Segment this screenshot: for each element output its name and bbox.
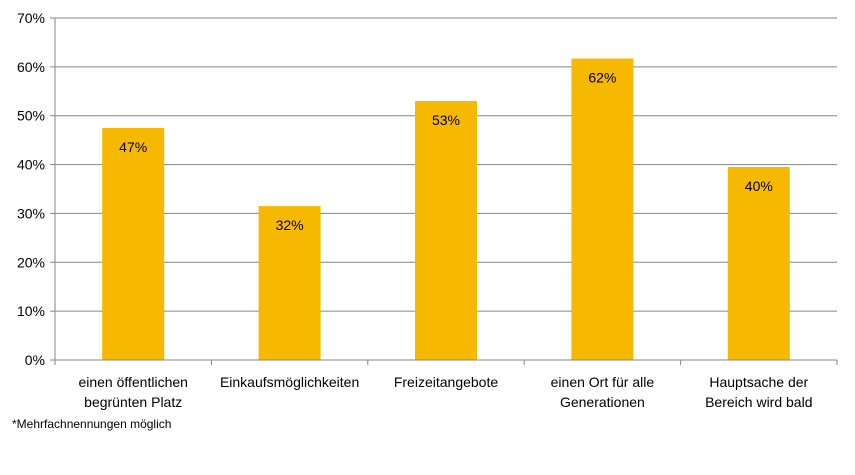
y-tick-label: 30% — [17, 205, 45, 221]
chart-canvas: 0% 10% 20% 30% 40% 50% 60% 70% 47% einen öffentli… — [17, 10, 838, 415]
x-category-label: begrünten Platz — [84, 394, 182, 410]
bar — [727, 167, 790, 360]
bar — [415, 101, 477, 361]
x-category-label: Bereich wird bald — [705, 394, 812, 410]
bar — [102, 127, 165, 360]
x-category-label: Einkaufsmöglichkeiten — [220, 374, 359, 390]
x-category-label: Hauptsache der — [709, 374, 808, 390]
x-category-label: Generationen — [560, 394, 645, 410]
y-tick-label: 40% — [17, 157, 45, 173]
y-tick-label: 50% — [17, 108, 45, 124]
data-label: 53% — [432, 112, 460, 128]
x-category-label: einen Ort für alle — [551, 374, 655, 390]
y-tick-label: 70% — [17, 10, 45, 26]
bar-layer — [102, 58, 790, 361]
axis-layer — [50, 17, 838, 365]
bar — [571, 58, 634, 361]
data-label: 32% — [276, 217, 304, 233]
data-label: 40% — [745, 178, 773, 194]
y-tick-label: 10% — [17, 303, 45, 319]
bar — [258, 206, 321, 360]
footnote: *Mehrfachnennungen möglich — [12, 417, 172, 431]
x-category-label: Freizeitangebote — [394, 374, 499, 390]
data-label: 62% — [588, 70, 616, 86]
data-label: 47% — [119, 139, 147, 155]
y-tick-label: 60% — [17, 59, 45, 75]
y-tick-label: 20% — [17, 254, 45, 270]
label-layer: 0% 10% 20% 30% 40% 50% 60% 70% 47% einen öffentli… — [17, 10, 813, 415]
x-category-label: einen öffentlichen — [78, 374, 188, 390]
x-category-label: wieder genutzt — [712, 414, 804, 415]
y-tick-label: 0% — [25, 352, 45, 368]
